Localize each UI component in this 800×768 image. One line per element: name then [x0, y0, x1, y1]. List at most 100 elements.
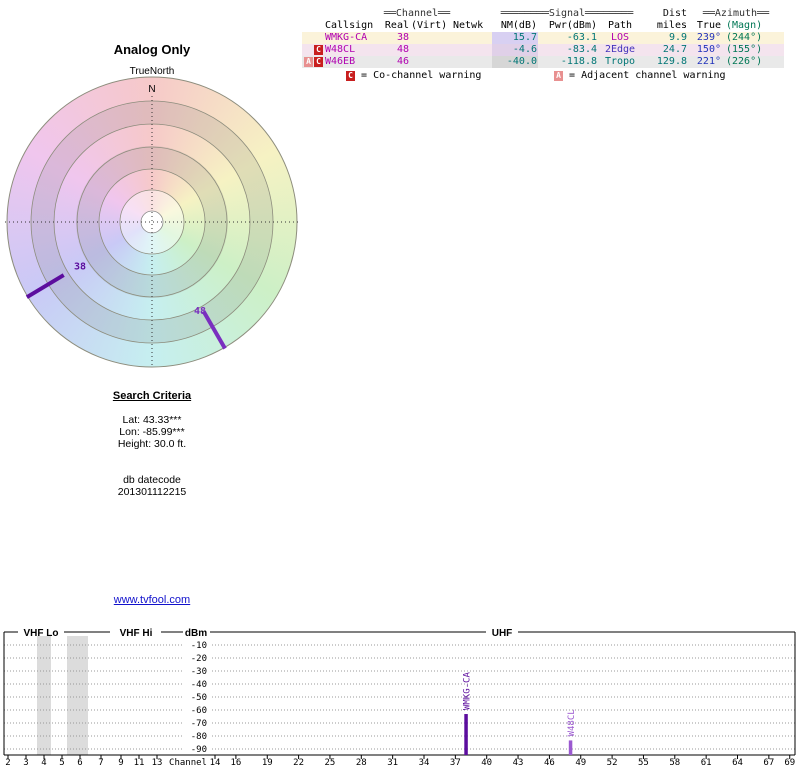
nm-cell: -40.0 — [492, 56, 538, 68]
height-value: Height: 30.0 ft. — [117, 438, 187, 450]
channel-axis-label: Channel — [169, 758, 207, 768]
shaded-channel-band — [67, 636, 88, 755]
col-path: Path — [607, 20, 633, 31]
legend-adjacent-channel: A = Adjacent channel warning — [553, 70, 726, 82]
col-real: Real — [384, 20, 409, 31]
callsign-cell: W48CL — [325, 44, 356, 55]
signal-bar — [568, 740, 573, 755]
y-axis-tick-label: -70 — [191, 719, 207, 729]
channel-tick-label: 61 — [701, 758, 712, 768]
real-channel-cell: 46 — [396, 56, 409, 67]
search-criteria: Search Criteria Lat: 43.33*** Lon: -85.9… — [2, 390, 302, 498]
signal-bar — [464, 714, 468, 755]
channel-tick-label: 28 — [356, 758, 367, 768]
legend-co-channel-text: = Co-channel warning — [361, 70, 482, 81]
channel-tick-label: 5 — [59, 758, 64, 768]
azimuth-true-cell: 239° — [696, 32, 721, 43]
radar-ring — [119, 189, 185, 255]
col-magn: (Magn) — [726, 20, 763, 31]
channel-tick-label: 6 — [77, 758, 82, 768]
legend-adjacent-channel-text: = Adjacent channel warning — [569, 70, 726, 81]
network-cell — [452, 32, 492, 44]
channel-tick-label: 2 — [5, 758, 10, 768]
power-cell: -63.1 — [566, 32, 597, 43]
power-cell: -83.4 — [566, 44, 597, 55]
signal-strength-chart: -10 -20 -30 -40 -50 -60 -70 -80 -90 VHF Lo VHF Hi d… — [3, 628, 796, 768]
adjacent-channel-badge: A — [554, 71, 563, 81]
channel-tick-label: 13 — [152, 758, 163, 768]
co-channel-warning-badge: C — [314, 57, 323, 67]
latitude-value: Lat: 43.33*** — [122, 414, 182, 426]
azimuth-true-cell: 221° — [696, 56, 721, 67]
radar-plot: N 38 48 — [5, 76, 299, 368]
longitude-value: Lon: -85.99*** — [119, 426, 185, 438]
channel-tick-label: 25 — [325, 758, 336, 768]
channel-tick-label: 58 — [669, 758, 680, 768]
co-channel-badge: C — [346, 71, 355, 81]
channel-group-header: ══Channel══ — [383, 8, 451, 19]
station-row: WMKG-CA 38 15.7 -63.1 LOS 9.9 239° (244°… — [302, 32, 784, 44]
section-label-vhf_lo: VHF Lo — [24, 628, 59, 639]
search-criteria-title: Search Criteria — [112, 390, 192, 402]
link-wrap: www.tvfool.com — [2, 590, 302, 608]
azimuth-group-header: ══Azimuth══ — [702, 8, 770, 19]
path-cell: 2Edge — [604, 44, 636, 55]
channel-tick-label: 49 — [575, 758, 586, 768]
station-table-wrap: ══Channel══ ════════Signal════════ Dist … — [302, 8, 784, 68]
y-axis-tick-label: -30 — [191, 667, 207, 677]
col-pwr: Pwr(dBm) — [548, 20, 597, 31]
col-miles: miles — [656, 20, 687, 31]
adjacent-channel-warning-badge: A — [304, 57, 313, 67]
y-axis-tick-label: -40 — [191, 680, 207, 690]
north-letter: N — [148, 84, 155, 95]
radar-gray-annulus — [76, 146, 228, 298]
channel-tick-label: 34 — [419, 758, 430, 768]
virt-channel-cell — [410, 44, 452, 56]
section-label-uhf: UHF — [492, 628, 513, 639]
azimuth-magn-cell: (244°) — [726, 32, 763, 43]
dist-group-header: Dist — [662, 8, 687, 19]
y-axis-tick-label: -60 — [191, 706, 207, 716]
nm-cell: 15.7 — [492, 32, 538, 44]
callsign-cell: W46EB — [325, 56, 356, 67]
channel-tick-label: 67 — [763, 758, 774, 768]
co-channel-warning-badge: C — [314, 45, 323, 55]
tvfool-link[interactable]: www.tvfool.com — [113, 594, 191, 606]
warning-badges-cell — [302, 32, 324, 44]
virt-channel-cell — [410, 56, 452, 68]
power-cell: -118.8 — [560, 56, 597, 67]
channel-tick-label: 19 — [262, 758, 273, 768]
real-channel-cell: 38 — [396, 32, 409, 43]
channel-tick-label: 3 — [23, 758, 28, 768]
miles-cell: 129.8 — [656, 56, 687, 67]
col-true: True — [696, 20, 721, 31]
warning-badges-cell: C — [302, 44, 324, 56]
network-cell — [452, 44, 492, 56]
radar-center — [140, 210, 164, 234]
virt-channel-cell — [410, 32, 452, 44]
callsign-cell: WMKG-CA — [325, 32, 368, 43]
col-nm: NM(dB) — [500, 20, 537, 31]
path-cell: LOS — [610, 32, 630, 43]
radar-title: Analog Only — [113, 42, 191, 57]
channel-tick-label: 4 — [41, 758, 46, 768]
col-callsign: Callsign — [325, 20, 374, 31]
azimuth-true-cell: 150° — [696, 44, 721, 55]
channel-tick-label: 37 — [450, 758, 461, 768]
db-datecode-value: 201301112215 — [117, 486, 187, 498]
shaded-channel-band — [37, 636, 51, 755]
channel-tick-label: 22 — [293, 758, 304, 768]
channel-tick-label: 55 — [638, 758, 649, 768]
azimuth-marker-label: 48 — [194, 306, 206, 317]
channel-tick-label: 16 — [230, 758, 241, 768]
station-row: C W48CL 48 -4.6 -83.4 2Edge 24.7 150° (1… — [302, 44, 784, 56]
station-label: WMKG-CA — [462, 672, 472, 711]
channel-tick-label: 31 — [387, 758, 398, 768]
channel-tick-label: 64 — [732, 758, 743, 768]
nm-cell: -4.6 — [492, 44, 538, 56]
channel-tick-label: 52 — [607, 758, 618, 768]
channel-tick-label: 46 — [544, 758, 555, 768]
channel-tick-label: 14 — [210, 758, 221, 768]
